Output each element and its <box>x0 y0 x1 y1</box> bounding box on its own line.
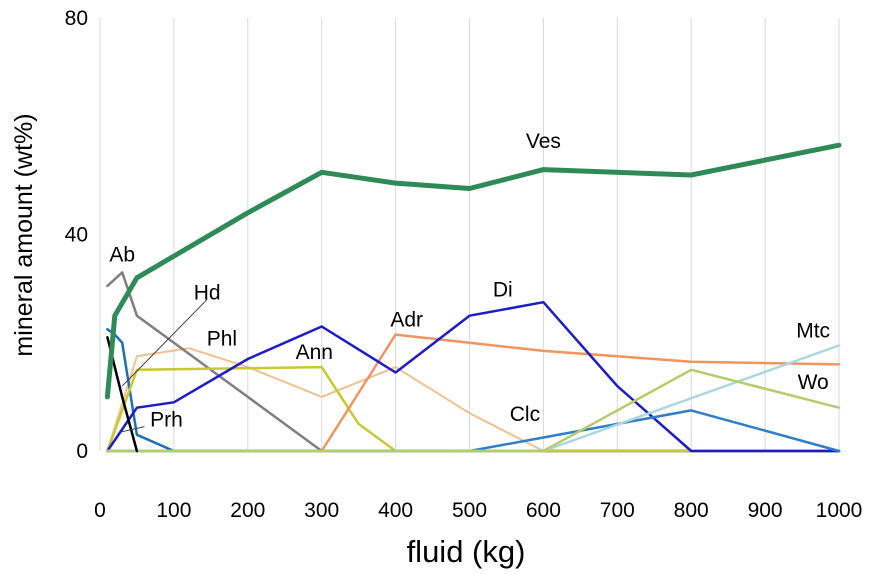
x-tick-800: 800 <box>674 499 709 522</box>
y-tick-40: 40 <box>65 224 88 247</box>
label-prh: Prh <box>150 409 183 432</box>
label-mtc: Mtc <box>796 319 830 342</box>
label-ab: Ab <box>109 244 135 267</box>
series-line-adr <box>106 333 841 453</box>
x-tick-900: 900 <box>748 499 783 522</box>
x-tick-300: 300 <box>304 499 339 522</box>
label-clc: Clc <box>510 403 540 426</box>
label-di: Di <box>493 279 513 302</box>
series-labels: Ves Ab Hd Phl Ann Adr Di Clc Mtc Wo Prh <box>109 130 830 432</box>
y-axis-title: mineral amount (wt%) <box>10 113 38 356</box>
x-axis-title: fluid (kg) <box>407 534 526 569</box>
x-tick-0: 0 <box>94 499 106 522</box>
leader-line-1 <box>120 426 145 433</box>
leader-line-0 <box>121 299 208 387</box>
x-tick-700: 700 <box>600 499 635 522</box>
label-ves: Ves <box>526 130 561 153</box>
x-tick-500: 500 <box>452 499 487 522</box>
series-line-ves <box>104 142 842 400</box>
label-wo: Wo <box>798 371 829 394</box>
label-hd: Hd <box>194 281 221 304</box>
series-line-wo <box>106 368 841 453</box>
grid <box>99 18 840 451</box>
label-ann: Ann <box>296 341 333 364</box>
x-tick-200: 200 <box>230 499 265 522</box>
x-tick-100: 100 <box>156 499 191 522</box>
x-tick-1000: 1000 <box>816 499 863 522</box>
label-adr: Adr <box>390 309 423 332</box>
x-tick-400: 400 <box>378 499 413 522</box>
series-line-clc <box>106 409 841 453</box>
x-tick-600: 600 <box>526 499 561 522</box>
y-tick-0: 0 <box>76 440 88 463</box>
x-tick-labels: 0 100 200 300 400 500 600 700 800 900 1000 <box>94 499 862 522</box>
y-tick-80: 80 <box>65 7 88 30</box>
leader-lines <box>120 299 208 433</box>
y-tick-labels: 0 40 80 <box>65 7 88 463</box>
label-phl: Phl <box>207 327 237 350</box>
series-line-di <box>106 300 841 453</box>
